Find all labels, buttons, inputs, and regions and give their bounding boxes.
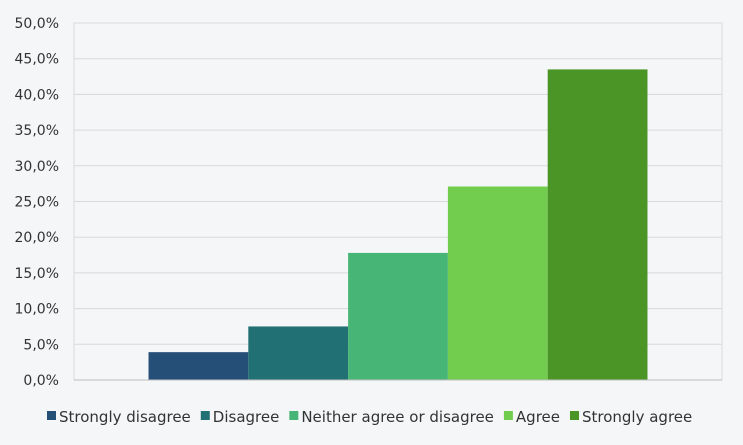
y-tick-label: 25,0% <box>15 195 59 211</box>
y-tick-label: 5,0% <box>23 337 59 353</box>
bars <box>148 69 648 380</box>
y-axis-tick-labels: 0,0% 5,0% 10,0% 15,0% 20,0% 25,0% 30,0% 35,0% 40… <box>15 16 59 389</box>
y-tick-label: 10,0% <box>15 302 59 318</box>
y-tick-label: 30,0% <box>15 159 59 175</box>
y-tick-label: 15,0% <box>15 266 59 282</box>
legend: Strongly disagree Disagree Neither agree o… <box>47 408 692 426</box>
y-tick-label: 0,0% <box>23 373 59 389</box>
legend-label: Strongly agree <box>582 408 692 426</box>
y-tick-label: 50,0% <box>15 16 59 32</box>
legend-swatch <box>47 411 56 420</box>
legend-swatch <box>289 411 299 420</box>
legend-swatch <box>569 411 579 420</box>
legend-label: Strongly disagree <box>59 408 191 426</box>
legend-swatch <box>200 411 210 420</box>
bar-agree <box>447 186 548 380</box>
y-tick-label: 45,0% <box>15 52 59 68</box>
y-tick-label: 40,0% <box>15 87 59 103</box>
legend-swatch <box>503 411 513 420</box>
legend-label: Neither agree or disagree <box>301 408 494 426</box>
legend-label: Agree <box>516 408 560 426</box>
y-tick-label: 20,0% <box>15 230 59 246</box>
y-tick-label: 35,0% <box>15 123 59 139</box>
bar-disagree <box>248 326 349 380</box>
bar-neither-agree-or-disagree <box>348 252 448 380</box>
legend-label: Disagree <box>213 408 280 426</box>
bar-strongly-disagree <box>148 352 249 380</box>
bar-strongly-agree <box>547 69 648 380</box>
